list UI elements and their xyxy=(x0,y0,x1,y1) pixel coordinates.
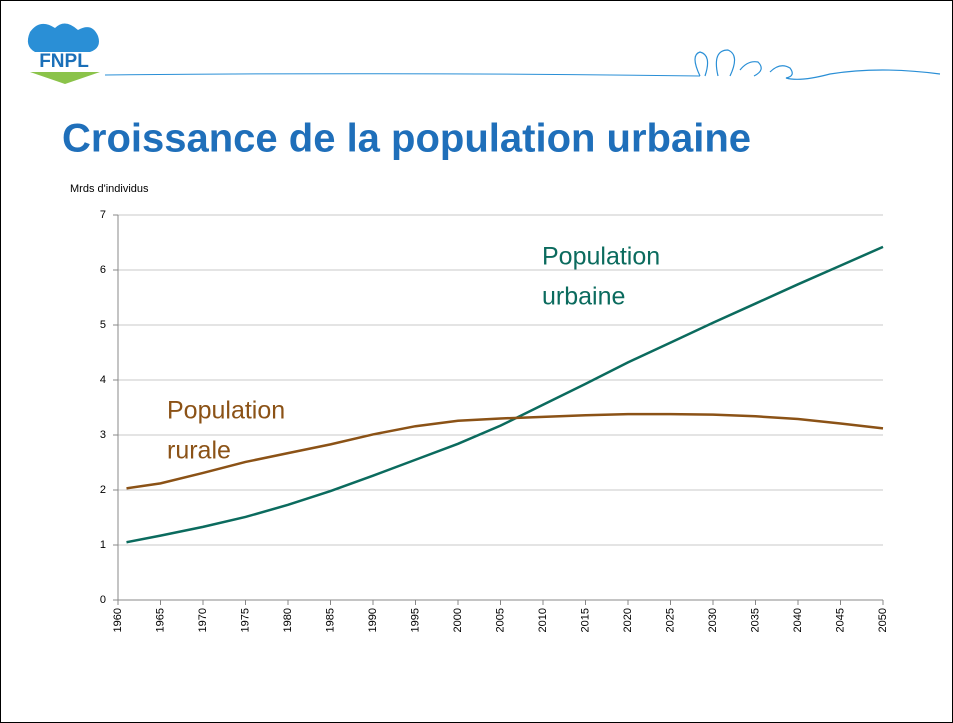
annotation: rurale xyxy=(167,437,231,465)
y-tick-label: 3 xyxy=(100,429,106,441)
x-tick-label: 1965 xyxy=(154,608,166,632)
x-tick-label: 1990 xyxy=(367,608,379,632)
x-tick-label: 2045 xyxy=(834,608,846,632)
x-tick-label: 1960 xyxy=(112,608,124,632)
x-tick-label: 1970 xyxy=(197,608,209,632)
x-tick-label: 2035 xyxy=(749,608,761,632)
annotation: Population xyxy=(167,397,285,425)
slide-title: Croissance de la population urbaine xyxy=(62,117,751,161)
y-tick-label: 4 xyxy=(100,374,106,386)
y-tick-label: 5 xyxy=(100,319,106,331)
y-tick-label: 1 xyxy=(100,539,106,551)
x-tick-label: 2000 xyxy=(452,608,464,632)
x-tick-label: 2050 xyxy=(877,608,889,632)
y-tick-label: 7 xyxy=(100,209,106,221)
x-tick-label: 1975 xyxy=(239,608,251,632)
x-tick-label: 2015 xyxy=(579,608,591,632)
y-axis-label: Mrds d'individus xyxy=(70,183,149,195)
annotation: urbaine xyxy=(542,283,625,311)
y-tick-label: 0 xyxy=(100,594,106,606)
x-tick-label: 2040 xyxy=(792,608,804,632)
x-tick-label: 2010 xyxy=(537,608,549,632)
x-tick-label: 2025 xyxy=(664,608,676,632)
series-line xyxy=(126,412,884,490)
annotation: Population xyxy=(542,243,660,271)
logo-drops xyxy=(27,23,99,52)
header-ornament xyxy=(694,49,941,80)
y-tick-label: 6 xyxy=(100,264,106,276)
y-tick-label: 2 xyxy=(100,484,106,496)
header-line xyxy=(104,73,701,77)
x-tick-label: 1985 xyxy=(324,608,336,632)
x-tick-label: 2030 xyxy=(707,608,719,632)
x-tick-label: 1980 xyxy=(282,608,294,632)
x-tick-label: 2020 xyxy=(622,608,634,632)
logo-leaf xyxy=(30,72,100,84)
series-line xyxy=(126,245,884,544)
x-tick-label: 1995 xyxy=(409,608,421,632)
logo: FNPL xyxy=(27,23,100,84)
x-tick-label: 2005 xyxy=(494,608,506,632)
logo-text: FNPL xyxy=(39,51,89,72)
